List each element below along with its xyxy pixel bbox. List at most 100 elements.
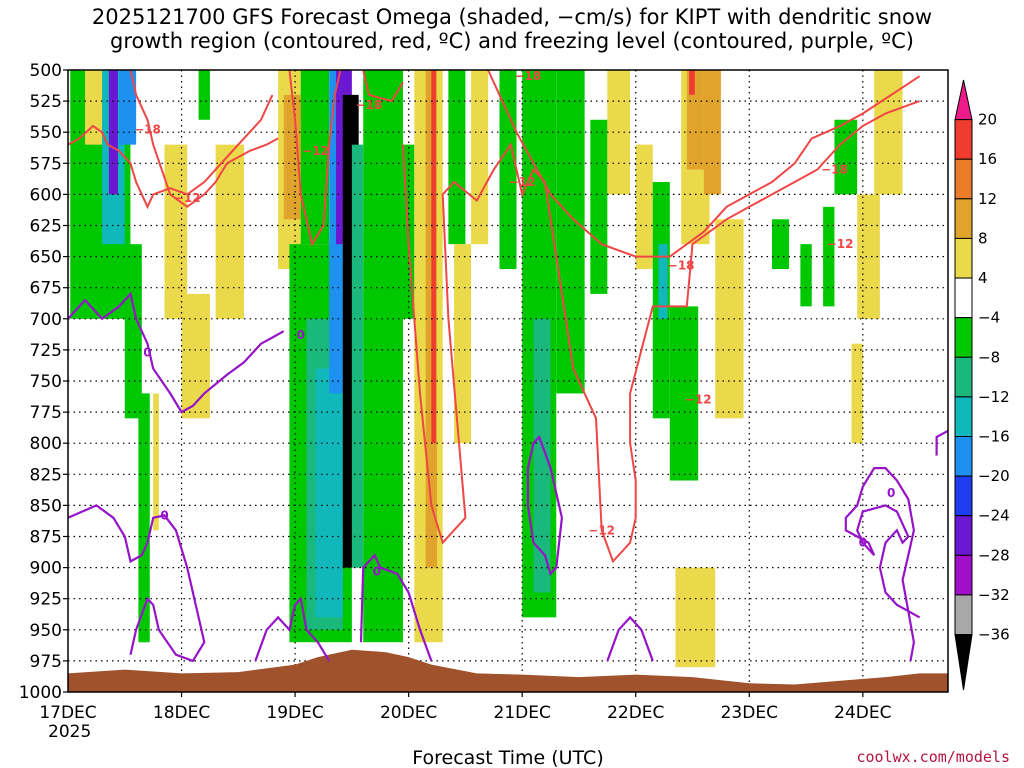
y-tick-label-575: 575 xyxy=(30,154,62,174)
omega-shading-layer xyxy=(70,70,903,668)
freezing-level-contour-6 xyxy=(844,467,921,662)
freezing-level-contour-1 xyxy=(67,504,206,663)
omega-shade-cell-52 xyxy=(851,343,863,444)
freezing-level-contour-5 xyxy=(606,615,654,662)
y-tick-label-550: 550 xyxy=(30,123,62,143)
y-tick-label-975: 975 xyxy=(30,652,62,672)
y-tick-label-700: 700 xyxy=(30,310,62,330)
freezing-contour-label-0: 0 xyxy=(297,328,305,342)
omega-shade-cell-27 xyxy=(448,70,466,245)
colorbar-tick-label-2: 12 xyxy=(978,190,997,208)
omega-shade-cell-3 xyxy=(119,70,137,145)
colorbar-bin-10 xyxy=(954,475,973,517)
x-tick-year: 2025 xyxy=(48,722,91,742)
omega-shade-cell-4 xyxy=(85,70,103,145)
freezing-contour-label-4: 0 xyxy=(859,536,867,550)
chart-title-line2: growth region (contoured, red, ºC) and f… xyxy=(110,29,914,53)
colorbar-tick-label-4: 4 xyxy=(978,269,988,287)
omega-shade-cell-8 xyxy=(164,144,188,319)
freezing-level-contour-4 xyxy=(526,434,564,576)
y-tick-label-850: 850 xyxy=(30,496,62,516)
omega-shade-cell-30 xyxy=(499,70,517,270)
dendritic-contour-3 xyxy=(362,69,404,103)
colorbar-bin-8 xyxy=(954,396,973,437)
colorbar-tick-label-13: −36 xyxy=(978,626,1010,644)
y-tick-label-800: 800 xyxy=(30,434,62,454)
omega-shade-cell-34 xyxy=(590,119,608,294)
colorbar-bin-12 xyxy=(954,554,973,596)
colorbar-bin-6 xyxy=(954,317,973,358)
omega-shade-cell-5 xyxy=(124,244,142,419)
colorbar-bin-7 xyxy=(954,356,973,398)
colorbar-bin-1 xyxy=(954,119,973,160)
omega-shade-cell-10 xyxy=(215,144,244,319)
x-tick-label-20DEC: 20DEC xyxy=(380,703,437,723)
omega-shade-cell-7 xyxy=(153,393,159,531)
colorbar-tick-label-1: 16 xyxy=(978,150,997,168)
omega-shade-cell-36 xyxy=(635,144,653,270)
colorbar-tick-label-10: −24 xyxy=(978,507,1010,525)
dendritic-contour-label-3: −18 xyxy=(356,98,383,112)
omega-shade-cell-11 xyxy=(181,293,210,419)
y-tick-label-1000: 1000 xyxy=(19,683,62,703)
freezing-contour-label-2: 0 xyxy=(160,508,168,522)
y-tick-label-675: 675 xyxy=(30,279,62,299)
omega-shade-cell-48 xyxy=(823,206,835,307)
y-tick-label-750: 750 xyxy=(30,372,62,392)
y-tick-label-825: 825 xyxy=(30,465,62,485)
x-tick-label-18DEC: 18DEC xyxy=(153,703,210,723)
colorbar-bin-3 xyxy=(954,198,973,239)
omega-shade-cell-47 xyxy=(800,244,812,307)
terrain-layer xyxy=(68,649,948,692)
y-tick-label-600: 600 xyxy=(30,185,62,205)
omega-shade-cell-45 xyxy=(675,567,716,668)
freezing-level-contour-0 xyxy=(67,291,285,414)
colorbar-tick-label-0: 20 xyxy=(978,111,997,129)
dendritic-contour-label-2: −12 xyxy=(302,144,329,158)
credit-text: coolwx.com/models xyxy=(856,748,1010,766)
dendritic-contour-label-8: −12 xyxy=(588,523,615,537)
dendritic-contour-1 xyxy=(129,69,279,209)
omega-shade-cell-46 xyxy=(772,219,790,270)
dendritic-contour-label-10: −12 xyxy=(827,237,854,251)
dendritic-contour-label-6: −18 xyxy=(668,258,695,272)
y-tick-label-650: 650 xyxy=(30,248,62,268)
colorbar-bin-4 xyxy=(954,237,973,279)
x-tick-label-23DEC: 23DEC xyxy=(721,703,778,723)
omega-shade-cell-6 xyxy=(138,393,150,643)
dendritic-contour-label-7: −12 xyxy=(685,393,712,407)
y-tick-label-625: 625 xyxy=(30,217,62,237)
colorbar-tick-label-9: −20 xyxy=(978,467,1010,485)
y-tick-label-950: 950 xyxy=(30,621,62,641)
omega-shade-cell-32 xyxy=(533,318,551,593)
colorbar-bin-2 xyxy=(954,158,973,200)
colorbar-bin-13 xyxy=(954,594,973,636)
y-tick-label-775: 775 xyxy=(30,403,62,423)
dendritic-contour-5 xyxy=(487,69,921,258)
x-axis-time: 17DEC 2025 18DEC 19DEC 20DEC 21DEC 22DEC 23DE… xyxy=(39,692,892,742)
x-tick-label-start: 17DEC xyxy=(39,703,96,723)
colorbar-tick-label-12: −32 xyxy=(978,586,1010,604)
dendritic-contour-label-4: −18 xyxy=(514,69,541,83)
colorbar-bin-5 xyxy=(954,277,973,319)
contour-layer: −18 −12 −12 −18 −18 −12 −18 −12 −12 −18 −12 0 0 0 0 0 0 xyxy=(67,69,949,663)
omega-shade-cell-21 xyxy=(351,144,364,568)
freezing-level-contour-2 xyxy=(254,596,331,662)
dendritic-contour-label-0: −18 xyxy=(134,123,161,137)
omega-shade-cell-39 xyxy=(658,244,668,319)
colorbar-tick-label-7: −12 xyxy=(978,388,1010,406)
plot-area: −18 −12 −12 −18 −18 −12 −18 −12 −12 −18 −12 0 0 0 0 0 0 xyxy=(67,69,949,693)
omega-shade-cell-22 xyxy=(363,70,403,643)
y-tick-label-900: 900 xyxy=(30,559,62,579)
colorbar-tick-label-3: 8 xyxy=(978,229,988,247)
x-axis-label: Forecast Time (UTC) xyxy=(412,747,603,768)
colorbar-tick-label-5: −4 xyxy=(978,309,1000,327)
y-axis-pressure: 500 525 550 575 600 625 650 675 700 725 750 775 800 8… xyxy=(19,61,68,703)
freezing-level-contour-7 xyxy=(935,429,949,456)
omega-shade-cell-38 xyxy=(669,306,699,481)
colorbar-tick-label-8: −16 xyxy=(978,427,1010,445)
freezing-contour-label-5: 0 xyxy=(887,486,895,500)
chart-title-line1: 2025121700 GFS Forecast Omega (shaded, −… xyxy=(92,5,932,29)
x-tick-label-24DEC: 24DEC xyxy=(834,703,891,723)
